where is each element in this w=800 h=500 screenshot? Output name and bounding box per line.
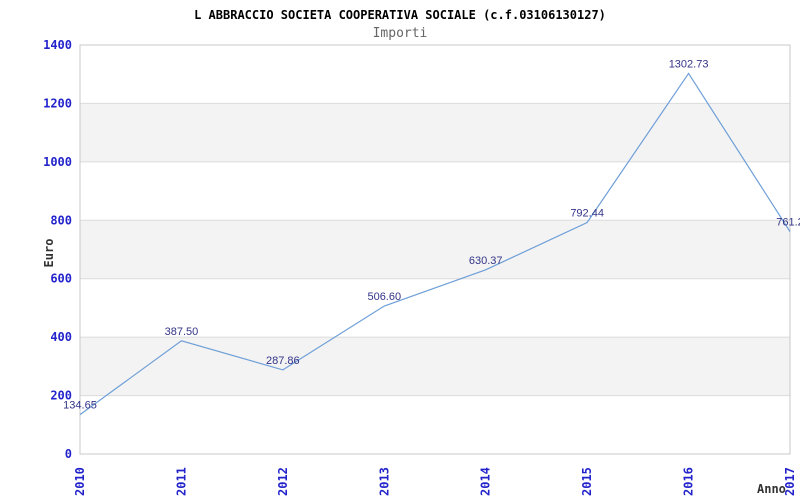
x-tick-label: 2014: [479, 467, 493, 496]
x-tick-label: 2015: [580, 467, 594, 496]
chart-title: L ABBRACCIO SOCIETA COOPERATIVA SOCIALE …: [194, 8, 606, 22]
x-tick-label: 2013: [377, 467, 391, 496]
y-tick-label: 0: [65, 447, 72, 461]
y-tick-label: 1200: [43, 96, 72, 110]
point-label: 1302.73: [669, 58, 709, 70]
x-axis-title: Anno: [757, 482, 786, 496]
x-tick-label: 2012: [276, 467, 290, 496]
chart-subtitle: Importi: [372, 26, 428, 41]
y-axis-title: Euro: [42, 238, 56, 268]
x-tick-label: 2010: [73, 467, 87, 496]
point-label: 761.2: [776, 217, 800, 229]
series-line: [79, 72, 791, 416]
x-tick-label: 2016: [682, 467, 696, 496]
y-tick-label: 1000: [43, 155, 72, 169]
point-label: 792.44: [570, 207, 604, 219]
alt-band: [80, 103, 790, 162]
alt-band: [80, 220, 790, 279]
y-tick-label: 1400: [43, 38, 72, 52]
point-label: 287.86: [266, 355, 300, 367]
point-label: 134.65: [63, 400, 97, 412]
point-label: 630.37: [469, 255, 503, 267]
y-tick-label: 200: [50, 389, 72, 403]
y-tick-label: 600: [50, 272, 72, 286]
x-tick-label: 2017: [783, 467, 797, 496]
plot-border: [79, 44, 791, 455]
point-label: 387.50: [165, 326, 199, 338]
y-tick-label: 400: [50, 330, 72, 344]
point-label: 506.60: [367, 291, 401, 303]
alt-band: [80, 337, 790, 396]
y-tick-label: 800: [50, 213, 72, 227]
x-tick-label: 2011: [174, 467, 188, 496]
